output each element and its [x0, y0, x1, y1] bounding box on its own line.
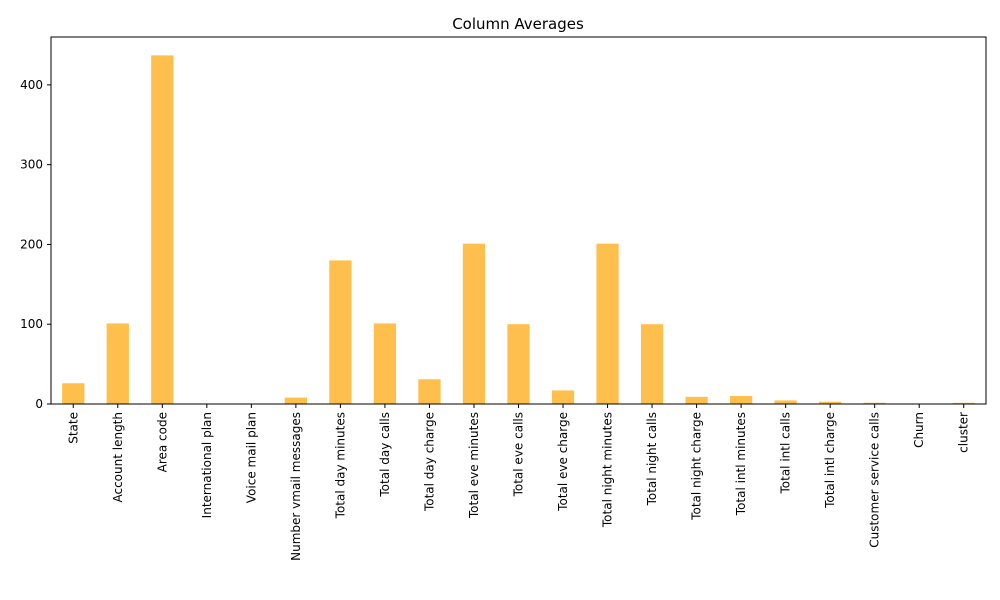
- x-tick-label: Area code: [155, 412, 169, 472]
- y-axis: 0 100 200 300 400: [20, 78, 51, 411]
- x-tick-label: State: [66, 412, 80, 444]
- chart-title: Column Averages: [452, 15, 584, 33]
- x-tick-label: Account length: [111, 412, 125, 503]
- bar: [462, 243, 486, 404]
- x-tick-label: Total night calls: [645, 412, 659, 506]
- bars-group: [62, 55, 975, 404]
- bar: [329, 260, 352, 404]
- y-tick-label: 100: [20, 317, 43, 331]
- x-tick-label: Total intl charge: [823, 412, 837, 509]
- x-tick-label: Total intl calls: [779, 412, 793, 495]
- x-tick-label: Churn: [912, 412, 926, 448]
- y-tick-label: 200: [20, 237, 43, 251]
- bar: [596, 243, 619, 404]
- bar: [284, 397, 308, 404]
- x-tick-label: Total day calls: [378, 412, 392, 498]
- x-tick-label: Customer service calls: [868, 412, 882, 548]
- y-tick-label: 0: [35, 397, 43, 411]
- x-tick-label: Total night charge: [690, 412, 704, 521]
- bar: [551, 390, 575, 404]
- bar: [151, 55, 174, 404]
- y-tick-label: 300: [20, 158, 43, 172]
- x-axis: State Account length Area code Internationa…: [66, 404, 971, 561]
- bar: [863, 402, 886, 404]
- x-tick-label: Total night minutes: [601, 412, 615, 528]
- bar: [774, 400, 797, 404]
- bar: [685, 396, 708, 404]
- x-tick-label: cluster: [957, 412, 971, 453]
- x-tick-label: Total eve minutes: [467, 412, 481, 519]
- x-tick-label: Total intl minutes: [734, 412, 748, 516]
- x-tick-label: Total eve calls: [512, 412, 526, 497]
- x-tick-label: Total day charge: [422, 412, 436, 512]
- bar: [507, 324, 530, 404]
- bar: [373, 323, 397, 404]
- x-tick-label: Total eve charge: [556, 412, 570, 512]
- bar: [952, 402, 975, 404]
- plot-frame: [50, 36, 987, 405]
- y-tick-label: 400: [20, 78, 43, 92]
- bar: [106, 323, 129, 404]
- x-tick-label: Voice mail plan: [244, 412, 258, 503]
- bar: [729, 396, 753, 404]
- x-tick-label: Total day minutes: [333, 412, 347, 519]
- x-tick-label: Number vmail messages: [289, 412, 303, 561]
- bar: [418, 379, 441, 404]
- bar: [62, 383, 85, 404]
- x-tick-label: International plan: [200, 412, 214, 518]
- bar: [640, 324, 664, 404]
- bar: [819, 401, 842, 404]
